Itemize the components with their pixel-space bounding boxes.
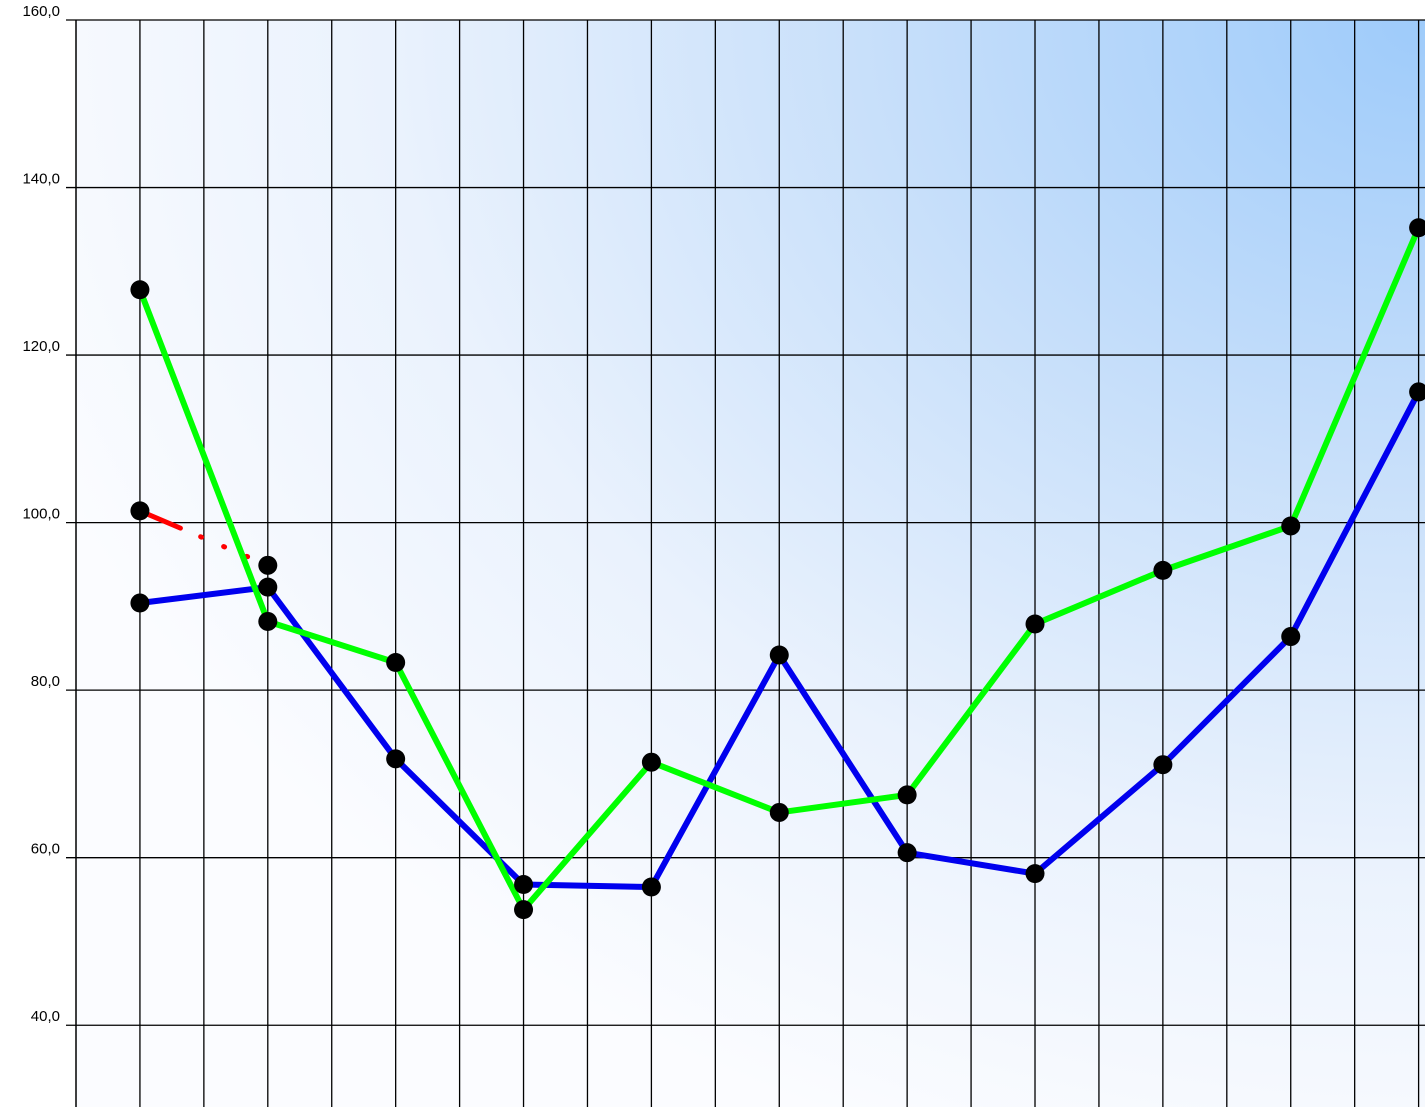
series-line	[137, 508, 271, 568]
y-tick-label: 100,0	[22, 506, 60, 523]
data-point	[258, 611, 278, 631]
data-point	[1025, 864, 1045, 884]
y-tick-label: 160,0	[22, 3, 60, 20]
data-point	[769, 645, 789, 665]
data-point	[386, 653, 406, 673]
data-point	[130, 501, 150, 521]
data-point	[258, 555, 278, 575]
y-tick-label: 60,0	[31, 841, 60, 858]
data-point	[1025, 614, 1045, 634]
data-point	[641, 877, 661, 897]
data-point	[897, 843, 917, 863]
data-point	[641, 752, 661, 772]
data-point	[1153, 560, 1173, 580]
data-point	[258, 577, 278, 597]
data-point	[1281, 516, 1301, 536]
data-point	[386, 749, 406, 769]
y-tick-label: 120,0	[22, 338, 60, 355]
plot-background	[76, 20, 1425, 1107]
data-point	[1281, 627, 1301, 647]
data-point	[1409, 382, 1425, 402]
data-point	[130, 593, 150, 613]
data-point	[769, 802, 789, 822]
data-point	[1153, 755, 1173, 775]
data-point	[514, 874, 534, 894]
data-point	[130, 280, 150, 300]
markers	[130, 218, 1425, 920]
y-tick-label: 40,0	[31, 1008, 60, 1025]
data-point	[514, 900, 534, 920]
data-point	[1409, 218, 1425, 238]
y-tick-label: 140,0	[22, 171, 60, 188]
data-point	[897, 785, 917, 805]
y-tick-label: 80,0	[31, 673, 60, 690]
grid	[66, 19, 1425, 1107]
